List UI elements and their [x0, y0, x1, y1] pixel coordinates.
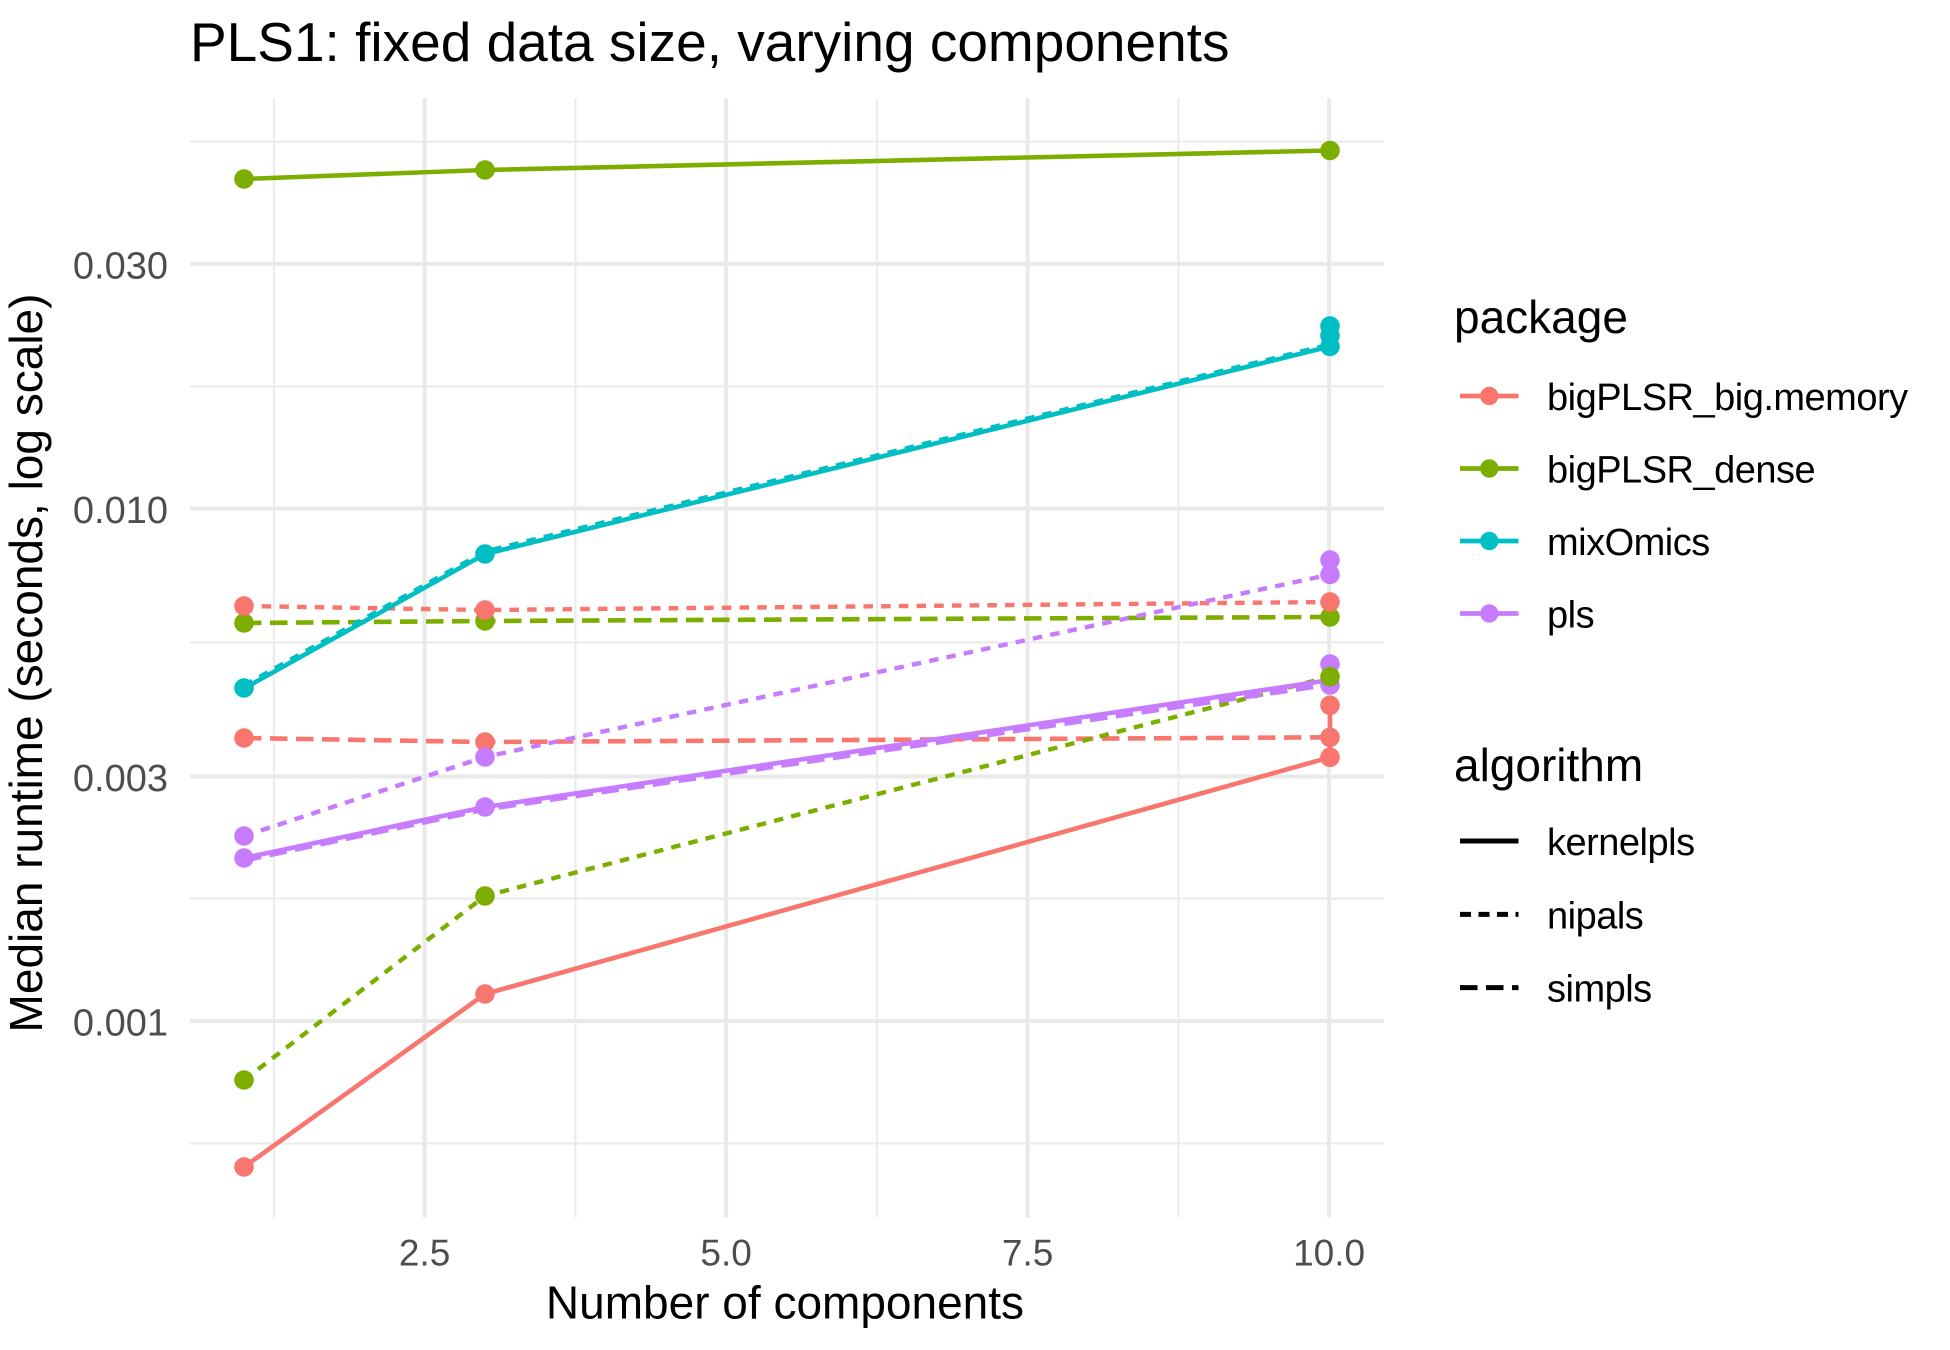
svg-text:5.0: 5.0 [700, 1233, 751, 1274]
svg-text:pls: pls [1547, 595, 1594, 637]
svg-text:package: package [1454, 291, 1628, 343]
svg-text:simpls: simpls [1547, 969, 1652, 1011]
svg-text:bigPLSR_big.memory: bigPLSR_big.memory [1547, 377, 1908, 419]
svg-text:0.030: 0.030 [73, 245, 168, 287]
svg-text:PLS1: fixed data size, varying: PLS1: fixed data size, varying component… [190, 11, 1229, 73]
svg-text:0.010: 0.010 [73, 490, 168, 532]
svg-text:2.5: 2.5 [399, 1233, 450, 1274]
svg-text:Median runtime (seconds, log s: Median runtime (seconds, log scale) [0, 294, 52, 1033]
svg-text:0.003: 0.003 [73, 758, 168, 800]
svg-text:Number of components: Number of components [546, 1277, 1024, 1329]
svg-text:7.5: 7.5 [1002, 1233, 1053, 1274]
svg-text:bigPLSR_dense: bigPLSR_dense [1547, 450, 1815, 492]
svg-text:0.001: 0.001 [73, 1003, 168, 1045]
svg-text:10.0: 10.0 [1293, 1233, 1365, 1274]
svg-text:nipals: nipals [1547, 895, 1643, 937]
svg-text:mixOmics: mixOmics [1547, 522, 1710, 564]
svg-text:algorithm: algorithm [1454, 739, 1643, 791]
svg-text:kernelpls: kernelpls [1547, 822, 1695, 864]
